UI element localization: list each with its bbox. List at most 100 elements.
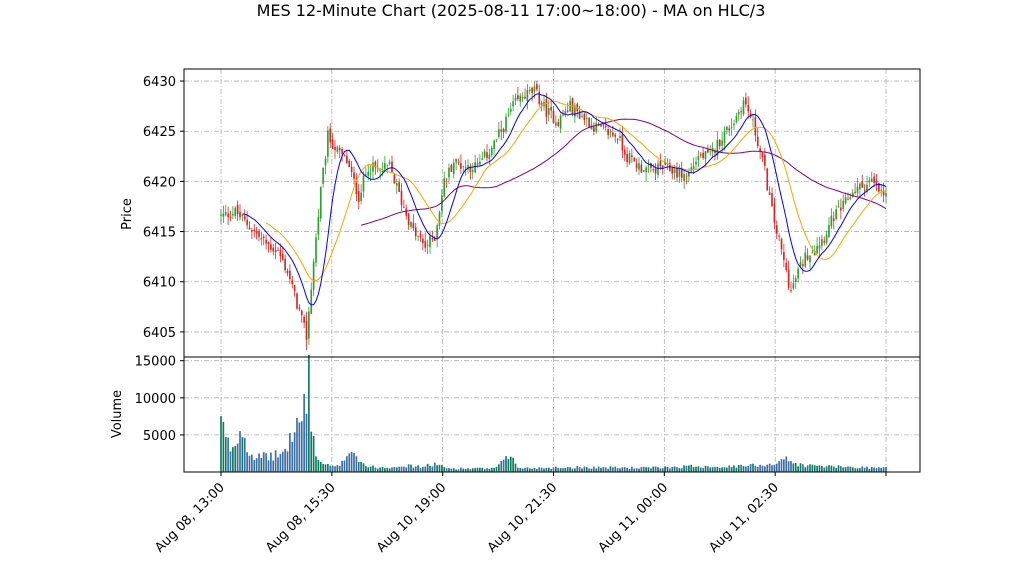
volume-bar xyxy=(265,453,267,472)
volume-bar xyxy=(740,464,742,472)
candle-body xyxy=(785,262,788,271)
candle xyxy=(861,174,864,189)
candle-body xyxy=(303,316,305,323)
candle xyxy=(555,115,557,128)
candle xyxy=(856,177,859,197)
candle-body xyxy=(222,213,225,217)
candle xyxy=(405,204,408,220)
candle-body xyxy=(353,172,355,179)
candle xyxy=(410,221,412,229)
candle xyxy=(571,97,574,117)
candle xyxy=(882,182,885,203)
volume-bar xyxy=(797,466,799,472)
candle xyxy=(593,121,595,136)
candle-body xyxy=(341,148,343,154)
volume-bar xyxy=(395,467,398,472)
candle-body xyxy=(258,230,260,237)
candle-body xyxy=(224,211,227,215)
volume-bar xyxy=(821,465,823,472)
candle xyxy=(863,184,866,197)
volume-bar xyxy=(322,463,324,472)
volume-bar xyxy=(861,466,864,472)
candle xyxy=(794,275,797,289)
volume-bar xyxy=(809,464,811,472)
volume-bar xyxy=(728,465,731,472)
volume-bar xyxy=(524,467,526,472)
candle xyxy=(650,162,652,173)
volume-bar xyxy=(619,468,621,472)
candle-body xyxy=(407,213,410,226)
candle xyxy=(564,106,567,118)
candle-body xyxy=(685,175,688,177)
volume-bar xyxy=(863,467,866,472)
volume-bar xyxy=(507,459,510,472)
volume-bar xyxy=(756,466,759,472)
volume-bar xyxy=(604,467,607,472)
candle xyxy=(414,222,417,241)
candle-body xyxy=(452,162,455,175)
volume-bar xyxy=(702,467,704,472)
volume-bar xyxy=(258,453,260,472)
volume-bar xyxy=(574,468,576,472)
volume-bar xyxy=(806,465,809,472)
volume-bar xyxy=(474,468,476,472)
candle xyxy=(543,96,545,111)
volume-bar xyxy=(868,468,871,472)
volume-bar xyxy=(350,452,353,472)
volume-bar xyxy=(479,467,481,472)
volume-bar xyxy=(298,422,301,472)
volume-bar xyxy=(697,466,700,472)
candle xyxy=(799,256,802,269)
volume-bar xyxy=(802,464,804,472)
candle-body xyxy=(566,110,569,112)
volume-tick-label: 5000 xyxy=(143,429,176,444)
candle xyxy=(785,258,788,273)
volume-bar xyxy=(609,466,612,472)
candle-body xyxy=(232,213,234,216)
volume-bar xyxy=(564,468,567,472)
candle xyxy=(407,212,410,230)
candle-body xyxy=(642,170,645,172)
candle xyxy=(258,228,260,242)
price-tick-label: 6420 xyxy=(143,175,176,190)
candle-body xyxy=(692,166,695,169)
volume-bar xyxy=(533,467,536,472)
candle-body xyxy=(360,192,362,201)
candle-body xyxy=(540,103,543,105)
volume-bar xyxy=(528,468,531,472)
candle xyxy=(749,109,752,119)
candle xyxy=(462,165,465,174)
candle-body xyxy=(490,148,493,156)
candle xyxy=(426,239,429,255)
candle xyxy=(783,243,785,268)
candle-body xyxy=(552,110,555,124)
candle xyxy=(547,100,550,122)
volume-bar xyxy=(707,466,709,472)
candle-body xyxy=(835,209,837,219)
candle-body xyxy=(429,236,431,248)
volume-bar xyxy=(462,468,465,472)
candle-body xyxy=(664,161,666,165)
candle-body xyxy=(312,261,315,290)
candle-body xyxy=(398,182,400,192)
volume-bar xyxy=(486,468,488,472)
candle-body xyxy=(745,97,747,105)
volume-bar xyxy=(490,467,493,472)
candle-body xyxy=(569,100,571,112)
candle xyxy=(868,177,871,187)
candle-body xyxy=(771,193,773,207)
candle xyxy=(688,168,690,183)
candle-body xyxy=(870,178,873,182)
candle xyxy=(521,92,524,103)
candle xyxy=(645,165,647,182)
volume-bar xyxy=(552,467,555,472)
candle xyxy=(854,183,856,195)
volume-bar xyxy=(840,466,842,472)
candle-body xyxy=(574,105,576,117)
volume-bar xyxy=(284,448,286,472)
candle-body xyxy=(697,156,700,160)
candle xyxy=(840,198,842,220)
candle xyxy=(825,230,828,245)
volume-bar xyxy=(671,466,674,472)
candle-body xyxy=(448,167,450,178)
